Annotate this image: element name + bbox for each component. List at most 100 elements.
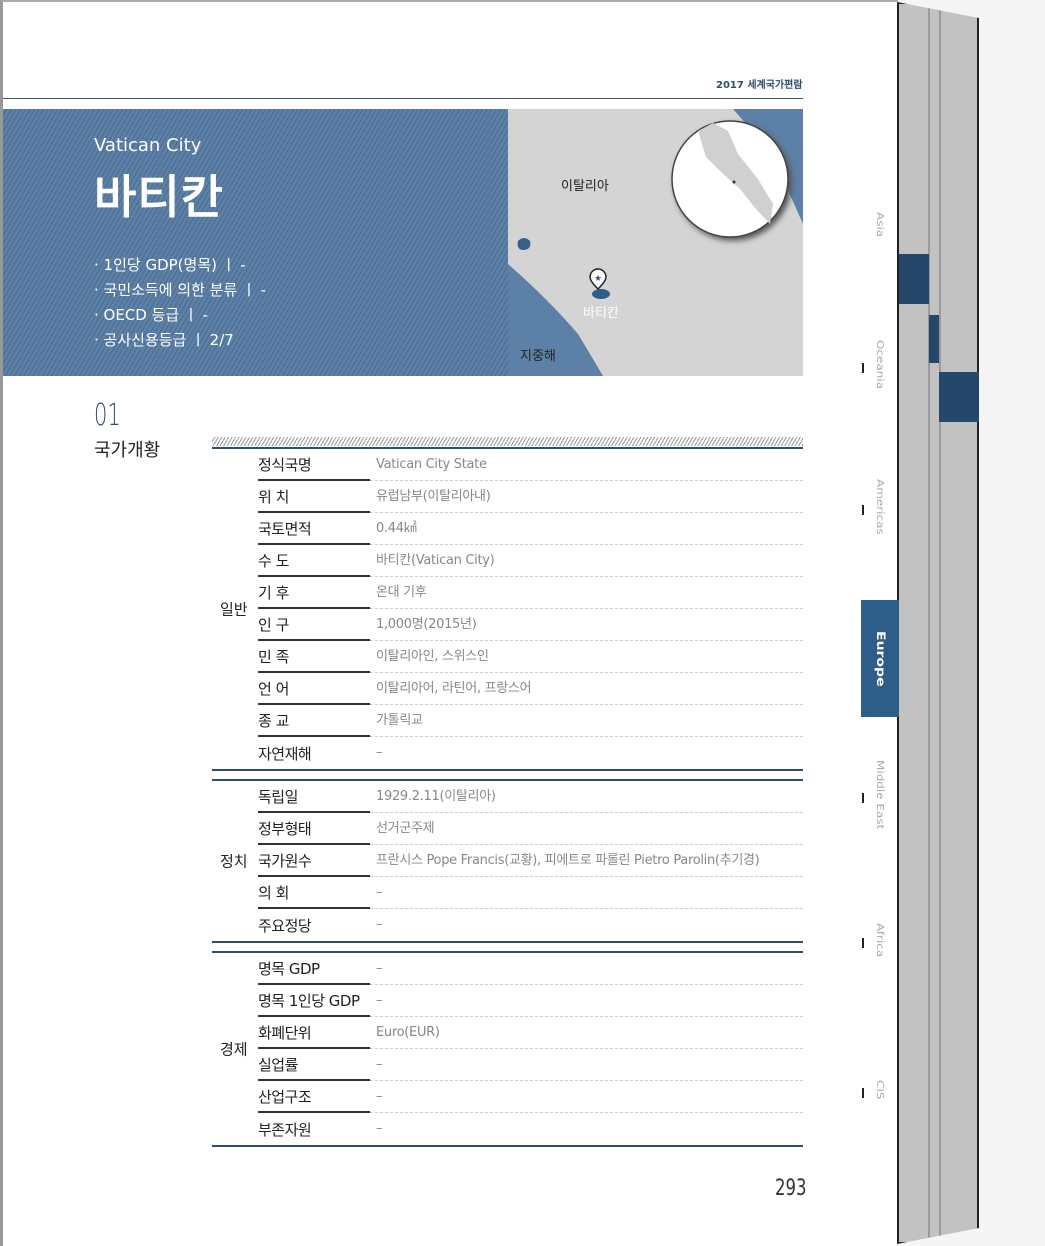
tab-middle-east[interactable]: Middle East	[861, 760, 899, 830]
table-row: 수 도 바티칸(Vatican City)	[258, 545, 803, 577]
row-value: 온대 기후	[370, 577, 803, 609]
row-value: –	[370, 953, 803, 985]
table-row: 국토면적 0.44㎢	[258, 513, 803, 545]
tab-oceania[interactable]: Oceania	[861, 330, 899, 400]
table-row: 실업률 –	[258, 1049, 803, 1081]
location-map: ★ 이탈리아 바티칸 지중해	[508, 109, 803, 376]
table-row: 자연재해 –	[258, 737, 803, 769]
section-title: 국가개황	[94, 440, 161, 461]
group-label: 정치	[220, 852, 248, 871]
row-value: –	[376, 745, 383, 760]
svg-text:★: ★	[594, 274, 602, 284]
tab-cis[interactable]: CIS	[861, 1055, 899, 1125]
row-key: 산업구조	[258, 1081, 370, 1113]
tab-label: Europe	[873, 630, 887, 687]
group-label: 일반	[220, 600, 248, 619]
table-row: 의 회 –	[258, 877, 803, 909]
row-key: 명목 1인당 GDP	[258, 985, 370, 1017]
row-value: –	[376, 917, 383, 932]
table-row: 기 후 온대 기후	[258, 577, 803, 609]
map-label-sea: 지중해	[520, 349, 556, 364]
tab-europe[interactable]: Europe	[861, 600, 899, 717]
table-row: 주요정당 –	[258, 909, 803, 941]
table-row: 명목 GDP –	[258, 953, 803, 985]
tab-label: Oceania	[874, 340, 886, 390]
row-key: 종 교	[258, 705, 370, 737]
table-row: 부존자원 –	[258, 1113, 803, 1145]
tab-label: CIS	[874, 1080, 886, 1100]
row-key: 화폐단위	[258, 1017, 370, 1049]
row-value: –	[370, 1049, 803, 1081]
fact: · OECD 등급 ㅣ -	[94, 306, 208, 324]
row-value: 가톨릭교	[370, 705, 803, 737]
row-key: 수 도	[258, 545, 370, 577]
row-value: –	[370, 985, 803, 1017]
tab-label: Africa	[874, 922, 886, 958]
map-label-italy: 이탈리아	[561, 179, 609, 194]
key-facts: · 1인당 GDP(명목) ㅣ - · 국민소득에 의한 분류 ㅣ - · OE…	[94, 253, 266, 353]
tab-tick	[862, 793, 864, 803]
row-key: 의 회	[258, 877, 370, 909]
country-banner: Vatican City 바티칸 · 1인당 GDP(명목) ㅣ - · 국민소…	[3, 109, 508, 376]
row-key: 인 구	[258, 609, 370, 641]
hatch-divider	[212, 437, 803, 446]
row-value: 1,000명(2015년)	[370, 609, 803, 641]
table-row: 명목 1인당 GDP –	[258, 985, 803, 1017]
tab-tick	[862, 938, 864, 948]
row-value: –	[376, 1121, 383, 1136]
table-row: 정부형태 선거군주제	[258, 813, 803, 845]
country-english-name: Vatican City	[94, 135, 202, 156]
table-row: 국가원수 프란시스 Pope Francis(교황), 피에트로 파롤린 Piet…	[258, 845, 803, 877]
page-number: 293	[775, 1176, 807, 1201]
info-table: 일반 정식국명 Vatican City State 위 치 유럽남부(이탈리아내) 국토…	[212, 447, 803, 1155]
tab-label: Middle East	[874, 760, 886, 830]
tab-asia[interactable]: Asia	[861, 190, 899, 260]
row-value: Euro(EUR)	[370, 1017, 803, 1049]
country-korean-name: 바티칸	[94, 170, 224, 224]
row-value: 1929.2.11(이탈리아)	[370, 781, 803, 813]
row-value: 바티칸(Vatican City)	[370, 545, 803, 577]
row-key: 주요정당	[258, 916, 312, 935]
row-value: –	[370, 877, 803, 909]
group-label: 경제	[220, 1040, 248, 1059]
row-key: 자연재해	[258, 744, 312, 763]
fact: · 공사신용등급 ㅣ 2/7	[94, 331, 234, 349]
row-value: Vatican City State	[370, 449, 803, 481]
tab-label: Americas	[874, 479, 886, 535]
map-label-vatican: 바티칸	[583, 306, 619, 321]
tab-americas[interactable]: Americas	[861, 472, 899, 542]
info-table-group: 경제 명목 GDP – 명목 1인당 GDP – 화폐단위 Euro(EUR) 실업률 – 산업구…	[212, 951, 803, 1147]
tab-africa[interactable]: Africa	[861, 905, 899, 975]
map-graphic: ★	[508, 109, 803, 376]
table-row: 독립일 1929.2.11(이탈리아)	[258, 781, 803, 813]
table-row: 산업구조 –	[258, 1081, 803, 1113]
table-row: 민 족 이탈리아인, 스위스인	[258, 641, 803, 673]
tab-tick	[862, 505, 864, 515]
table-row: 위 치 유럽남부(이탈리아내)	[258, 481, 803, 513]
table-row: 종 교 가톨릭교	[258, 705, 803, 737]
row-value: 0.44㎢	[370, 513, 803, 545]
row-key: 기 후	[258, 577, 370, 609]
row-key: 정부형태	[258, 813, 370, 845]
row-key: 부존자원	[258, 1120, 312, 1139]
table-row: 인 구 1,000명(2015년)	[258, 609, 803, 641]
tab-tick	[862, 363, 864, 373]
row-key: 정식국명	[258, 449, 370, 481]
row-key: 명목 GDP	[258, 953, 370, 985]
row-value: 선거군주제	[370, 813, 803, 845]
info-table-group: 일반 정식국명 Vatican City State 위 치 유럽남부(이탈리아내) 국토…	[212, 447, 803, 771]
info-table-group: 정치 독립일 1929.2.11(이탈리아) 정부형태 선거군주제 국가원수 프란시스 Po…	[212, 779, 803, 943]
row-value: 프란시스 Pope Francis(교황), 피에트로 파롤린 Pietro P…	[370, 845, 803, 877]
book-edge	[897, 2, 979, 1244]
table-row: 화폐단위 Euro(EUR)	[258, 1017, 803, 1049]
row-value: 이탈리아인, 스위스인	[370, 641, 803, 673]
table-row: 정식국명 Vatican City State	[258, 449, 803, 481]
row-key: 국토면적	[258, 513, 370, 545]
fact: · 1인당 GDP(명목) ㅣ -	[94, 256, 246, 274]
book-header: 2017 세계국가편람	[716, 80, 803, 91]
row-value: 유럽남부(이탈리아내)	[370, 481, 803, 513]
row-key: 위 치	[258, 481, 370, 513]
fact: · 국민소득에 의한 분류 ㅣ -	[94, 281, 267, 299]
tab-tick	[862, 1088, 864, 1098]
row-value: 이탈리아어, 라틴어, 프랑스어	[370, 673, 803, 705]
